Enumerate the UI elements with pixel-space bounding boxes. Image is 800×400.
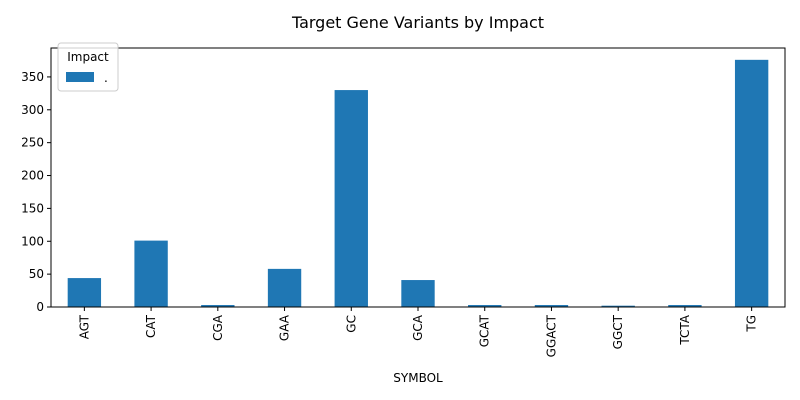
bar-ggct — [601, 305, 635, 307]
bar-gaa — [267, 268, 302, 307]
y-tick-label: 0 — [36, 300, 44, 314]
legend-entry-label: . — [104, 71, 108, 85]
chart-title: Target Gene Variants by Impact — [291, 13, 544, 32]
x-tick-label-ggct: GGCT — [611, 314, 625, 349]
plot-area: 0 50 100 150 200 250 300 350 AGT CAT CGA GAA GC GCA GC… — [21, 59, 769, 357]
y-tick-label: 200 — [21, 169, 44, 183]
x-tick-label-tcta: TCTA — [678, 314, 692, 345]
x-axis-label: SYMBOL — [393, 371, 443, 385]
bar-gca — [401, 280, 435, 307]
bar-gc — [334, 90, 368, 307]
y-tick-label: 100 — [21, 234, 44, 248]
x-tick-label-gca: GCA — [411, 314, 425, 341]
y-tick-label: 350 — [21, 70, 44, 84]
x-tick-label-cga: CGA — [211, 314, 225, 341]
x-tick-label-tg: TG — [745, 315, 759, 333]
x-tick-label-cat: CAT — [144, 314, 158, 338]
legend-title: Impact — [67, 50, 109, 64]
bar-agt — [67, 278, 102, 307]
plot-frame — [50, 47, 786, 308]
bar-tg — [734, 59, 769, 307]
x-tick-label-gc: GC — [344, 315, 358, 333]
legend-swatch — [66, 72, 94, 82]
bar-cga — [201, 305, 235, 307]
x-tick-label-gcat: GCAT — [478, 314, 492, 347]
x-tick-label-gaa: GAA — [278, 314, 292, 341]
legend: Impact . — [57, 42, 119, 92]
x-tick-label-agt: AGT — [77, 314, 91, 339]
bar-tcta — [668, 305, 702, 307]
y-tick-label: 250 — [21, 136, 44, 150]
bar-cat — [134, 240, 168, 307]
y-tick-label: 300 — [21, 103, 44, 117]
y-tick-label: 50 — [29, 267, 44, 281]
bar-ggact — [534, 305, 569, 307]
x-tick-label-ggact: GGACT — [544, 314, 558, 357]
y-tick-label: 150 — [21, 201, 44, 215]
bar-gcat — [468, 305, 502, 307]
